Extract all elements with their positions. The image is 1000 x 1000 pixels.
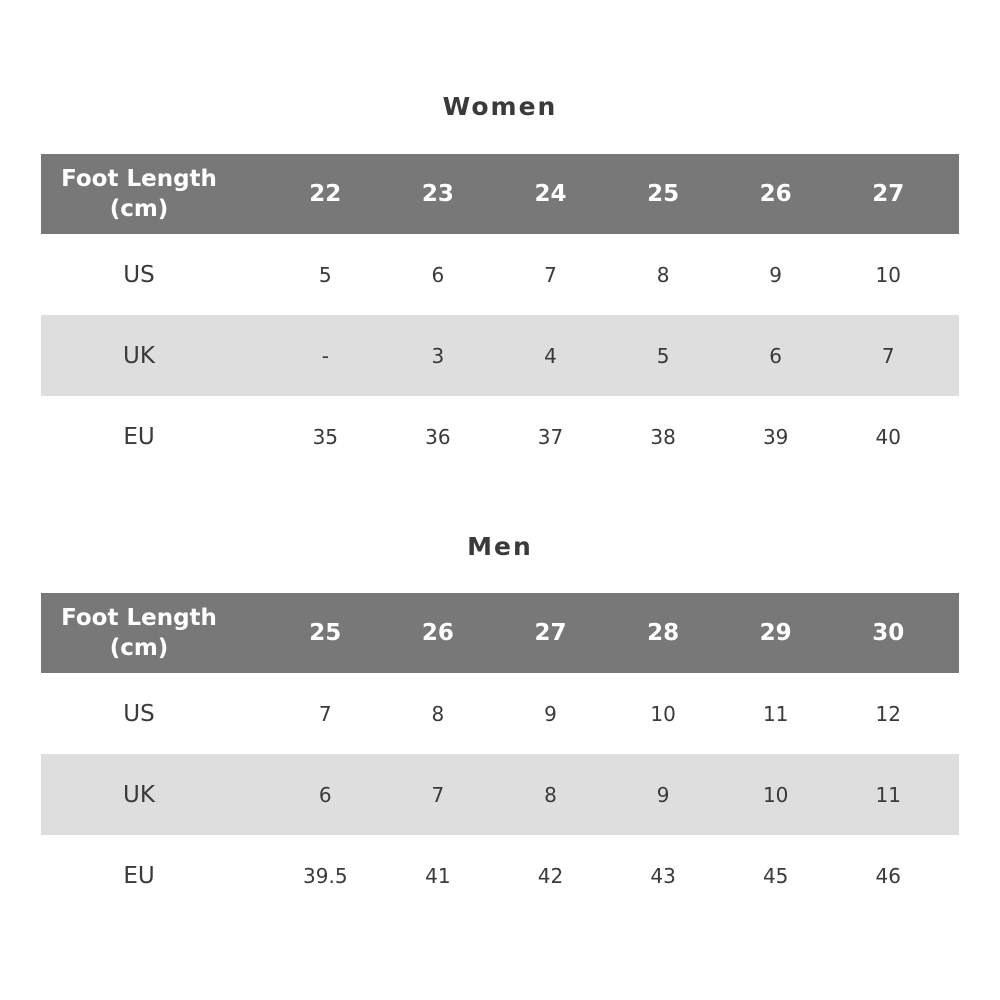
size-cell: 7 bbox=[881, 343, 895, 368]
foot-length-cell: 28 bbox=[647, 620, 680, 646]
size-cell: 43 bbox=[650, 863, 676, 888]
size-cell: 39.5 bbox=[303, 863, 348, 888]
row-label: EU bbox=[123, 862, 155, 889]
size-cell: 6 bbox=[431, 262, 445, 287]
size-cell: 38 bbox=[650, 424, 676, 449]
size-cell: 40 bbox=[875, 424, 901, 449]
foot-length-cell: 26 bbox=[421, 620, 454, 646]
size-cell: 11 bbox=[875, 782, 901, 807]
size-cell: 8 bbox=[431, 701, 445, 726]
row-label: UK bbox=[123, 781, 155, 808]
size-cell: 6 bbox=[318, 782, 332, 807]
foot-length-cell: 30 bbox=[872, 620, 905, 646]
row-label: UK bbox=[123, 342, 155, 369]
size-cell: 10 bbox=[875, 262, 901, 287]
foot-length-cell: 27 bbox=[872, 181, 905, 207]
size-cell: 5 bbox=[656, 343, 670, 368]
size-cell: 12 bbox=[875, 701, 901, 726]
size-cell: - bbox=[321, 343, 329, 368]
size-cell: 46 bbox=[875, 863, 901, 888]
size-cell: 37 bbox=[537, 424, 564, 449]
foot-length-cell: 25 bbox=[647, 181, 680, 207]
foot-length-cell: 26 bbox=[759, 181, 792, 207]
table-row: EU 39.5 41 42 43 45 46 bbox=[41, 835, 959, 916]
women-size-table: Foot Length (cm) 22 23 24 25 26 27 US 5 6 7 8 9 10 U… bbox=[41, 154, 959, 477]
size-cell: 9 bbox=[769, 262, 783, 287]
table-title: Women bbox=[442, 92, 558, 121]
foot-length-cell: 22 bbox=[309, 181, 342, 207]
size-cell: 7 bbox=[544, 262, 557, 287]
table-title: Men bbox=[467, 532, 533, 561]
size-cell: 45 bbox=[762, 863, 789, 888]
size-cell: 41 bbox=[425, 863, 451, 888]
header-label-unit: (cm) bbox=[109, 635, 169, 661]
size-cell: 9 bbox=[656, 782, 670, 807]
size-cell: 39 bbox=[762, 424, 789, 449]
row-label: US bbox=[123, 700, 155, 727]
men-size-table: Foot Length (cm) 25 26 27 28 29 30 US 7 8 9 10 11 12… bbox=[41, 593, 959, 916]
foot-length-cell: 25 bbox=[309, 620, 342, 646]
table-row: UK 6 7 8 9 10 11 bbox=[41, 754, 959, 835]
size-cell: 10 bbox=[762, 782, 789, 807]
header-label: Foot Length (cm) bbox=[41, 164, 237, 224]
row-label: EU bbox=[123, 423, 155, 450]
row-label: US bbox=[123, 261, 155, 288]
size-cell: 8 bbox=[544, 782, 557, 807]
foot-length-cell: 29 bbox=[759, 620, 792, 646]
size-cell: 3 bbox=[431, 343, 445, 368]
header-row: Foot Length (cm) 22 23 24 25 26 27 bbox=[41, 154, 959, 234]
table-row: US 7 8 9 10 11 12 bbox=[41, 673, 959, 754]
size-cell: 36 bbox=[425, 424, 451, 449]
header-label: Foot Length (cm) bbox=[41, 603, 237, 663]
foot-length-cell: 23 bbox=[421, 181, 454, 207]
size-cell: 10 bbox=[650, 701, 676, 726]
table-row: US 5 6 7 8 9 10 bbox=[41, 234, 959, 315]
size-cell: 7 bbox=[318, 701, 332, 726]
foot-length-cell: 24 bbox=[534, 181, 567, 207]
size-cell: 5 bbox=[318, 262, 332, 287]
foot-length-cell: 27 bbox=[534, 620, 567, 646]
size-cell: 11 bbox=[762, 701, 789, 726]
size-cell: 8 bbox=[656, 262, 670, 287]
size-cell: 35 bbox=[312, 424, 339, 449]
size-cell: 9 bbox=[544, 701, 557, 726]
header-row: Foot Length (cm) 25 26 27 28 29 30 bbox=[41, 593, 959, 673]
size-cell: 7 bbox=[431, 782, 445, 807]
header-label-line: Foot Length bbox=[61, 605, 217, 631]
table-row: EU 35 36 37 38 39 40 bbox=[41, 396, 959, 477]
table-row: UK - 3 4 5 6 7 bbox=[41, 315, 959, 396]
header-label-unit: (cm) bbox=[109, 196, 169, 222]
size-cell: 6 bbox=[769, 343, 783, 368]
header-label-line: Foot Length bbox=[61, 166, 217, 192]
size-cell: 42 bbox=[537, 863, 564, 888]
size-cell: 4 bbox=[544, 343, 557, 368]
